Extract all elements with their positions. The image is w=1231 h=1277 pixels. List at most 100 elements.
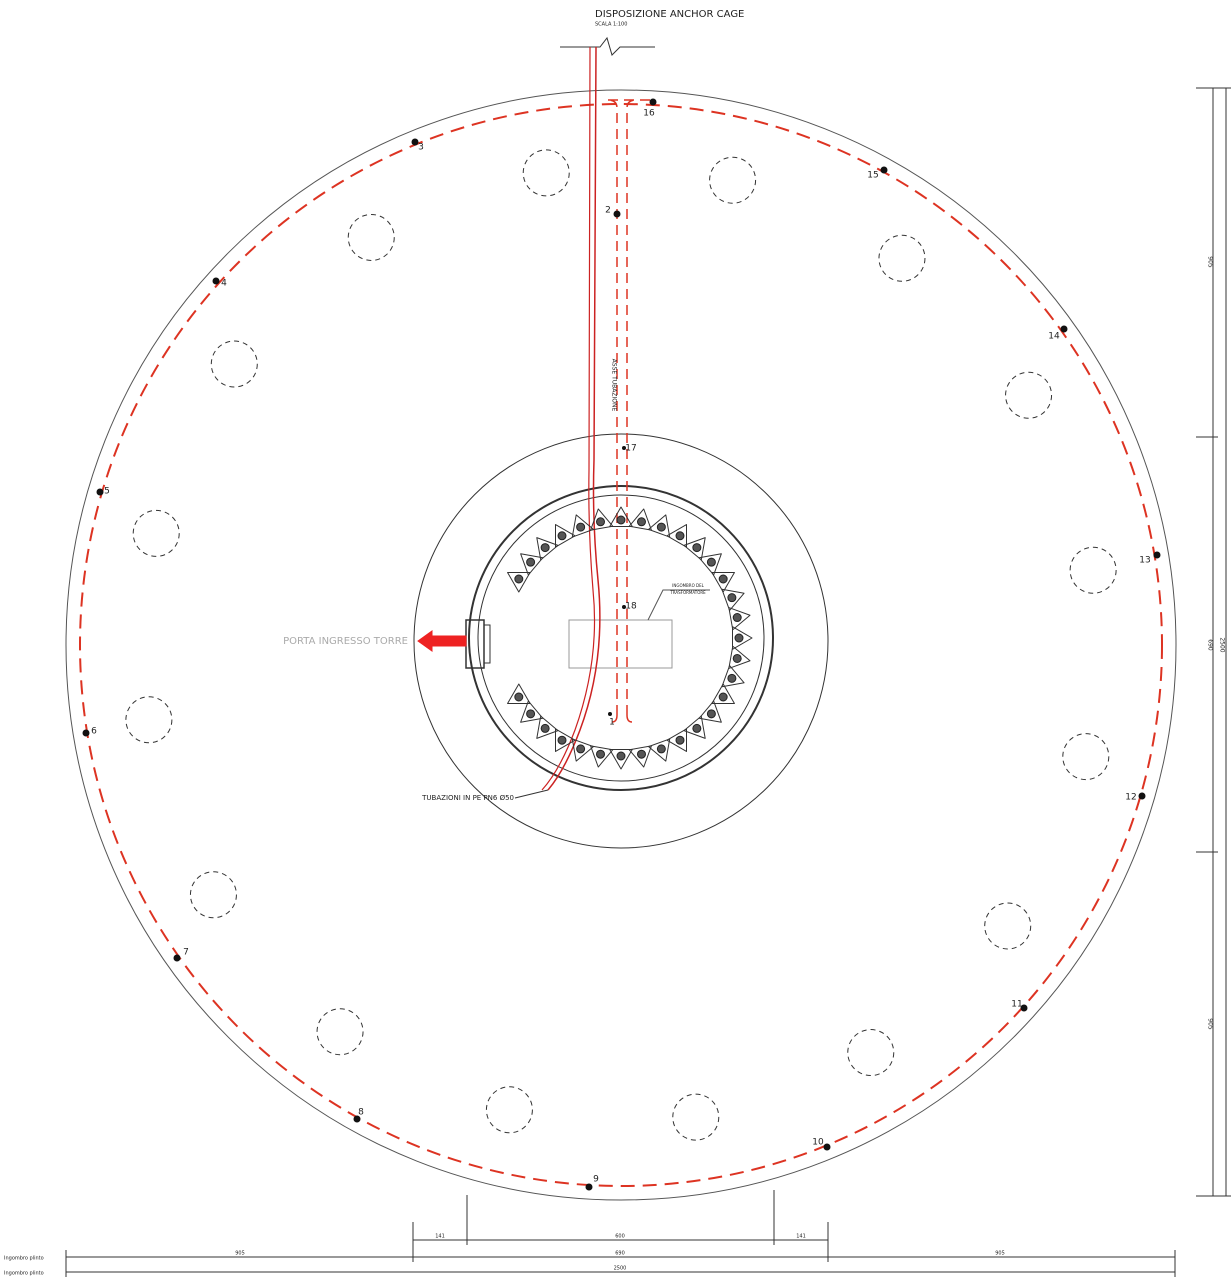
anchor-plate: [507, 683, 531, 704]
anchor-bolt: [596, 749, 606, 759]
geometry: [65, 36, 1231, 1277]
dim-label: 141: [796, 1234, 806, 1240]
anchor-plate: [683, 715, 706, 739]
anchor-bolt: [732, 613, 742, 623]
survey-point: [622, 605, 626, 609]
anchor-bolt: [576, 522, 586, 532]
anchor-bolt: [727, 593, 737, 603]
anchor-plate: [555, 524, 576, 548]
point-label: 2: [605, 206, 611, 216]
anchor-plate: [732, 626, 753, 650]
anchor-bolt: [514, 692, 524, 702]
anchor-bolt: [734, 633, 744, 643]
point-label: 10: [812, 1138, 824, 1148]
leader: [514, 789, 549, 799]
survey-point: [649, 98, 657, 106]
anchor-bolt: [540, 723, 550, 733]
anchor-plate: [683, 537, 706, 561]
survey-point: [353, 1115, 361, 1123]
anchor-bolt: [675, 531, 685, 541]
anchor-plate: [590, 745, 614, 768]
pipe-end: [611, 714, 633, 723]
dim-label: 2500: [614, 1266, 627, 1272]
dim-label: 141: [435, 1234, 445, 1240]
tower-inner: [477, 494, 765, 782]
dim-label: 905: [995, 1251, 1005, 1257]
pile: [210, 340, 258, 388]
anchor-bolt: [557, 735, 567, 745]
anchor-plate: [520, 700, 544, 723]
anchor-bolt: [636, 517, 646, 527]
anchor-bolt: [526, 557, 536, 567]
pipe-dashed: [607, 99, 650, 715]
anchor-plate: [666, 728, 687, 752]
anchor-plate: [520, 553, 544, 576]
point-label: 14: [1048, 332, 1060, 342]
anchor-plate: [536, 715, 559, 739]
anchor-bolt: [706, 557, 716, 567]
point-label: 6: [91, 727, 97, 737]
pile: [132, 509, 180, 557]
anchor-bolt: [636, 749, 646, 759]
anchor-bolt: [718, 692, 728, 702]
point-label: 16: [643, 109, 655, 119]
anchor-bolt: [732, 653, 742, 663]
survey-point: [585, 1183, 593, 1191]
pile: [709, 156, 757, 204]
anchor-plate: [571, 738, 594, 762]
pile: [189, 871, 237, 919]
anchor-plate: [590, 508, 614, 531]
transformer-label: TRASFORMATORE: [669, 590, 706, 595]
pile: [347, 213, 395, 261]
pile: [984, 902, 1032, 950]
anchor-bolt: [557, 531, 567, 541]
point-label: 5: [104, 487, 110, 497]
anchor-bolt: [616, 515, 626, 525]
point-label: 7: [183, 948, 189, 958]
anchor-plate: [711, 683, 735, 704]
pedestal-circle: [413, 433, 829, 849]
transformer-label: INGOMBRO DEL: [672, 583, 704, 588]
red-dashed-circle: [79, 103, 1163, 1187]
legend: Ingombro plinto: [4, 1256, 44, 1262]
anchor-plate: [648, 738, 671, 762]
pipe: [541, 46, 596, 791]
door-frame: [483, 624, 491, 664]
survey-point: [411, 138, 419, 146]
survey-point: [880, 166, 888, 174]
anchor-bolt: [706, 709, 716, 719]
anchor-bolt: [656, 744, 666, 754]
survey-point: [1153, 551, 1161, 559]
anchor-plate: [728, 607, 751, 631]
anchor-plate: [628, 745, 652, 768]
pile: [316, 1008, 364, 1056]
scale: SCALA 1:100: [595, 22, 627, 28]
survey-point: [212, 277, 220, 285]
legend: Ingombro plinto: [4, 1271, 44, 1277]
anchor-plate: [571, 514, 594, 538]
point-label: 12: [1125, 793, 1136, 803]
title: DISPOSIZIONE ANCHOR CAGE: [595, 9, 744, 20]
survey-point: [823, 1143, 831, 1151]
anchor-bolt: [727, 673, 737, 683]
anchor-bolt: [514, 574, 524, 584]
anchor-bolt: [526, 709, 536, 719]
anchor-plate: [648, 514, 671, 538]
point-label: 17: [625, 444, 636, 454]
anchor-plate: [536, 537, 559, 561]
point-label: 13: [1139, 556, 1150, 566]
survey-point: [82, 729, 90, 737]
dim-label: 600: [615, 1234, 625, 1240]
transformer-box: [568, 619, 673, 669]
tower-circle: [468, 485, 774, 791]
survey-point: [96, 488, 104, 496]
dim-label: 905: [235, 1251, 245, 1257]
pile: [878, 234, 926, 282]
point-label: 4: [221, 279, 227, 289]
pile: [485, 1086, 533, 1134]
anchor-plate: [698, 553, 722, 576]
anchor-bolt: [616, 751, 626, 761]
pile: [1062, 733, 1110, 781]
dim-label: 905: [1207, 1018, 1214, 1030]
